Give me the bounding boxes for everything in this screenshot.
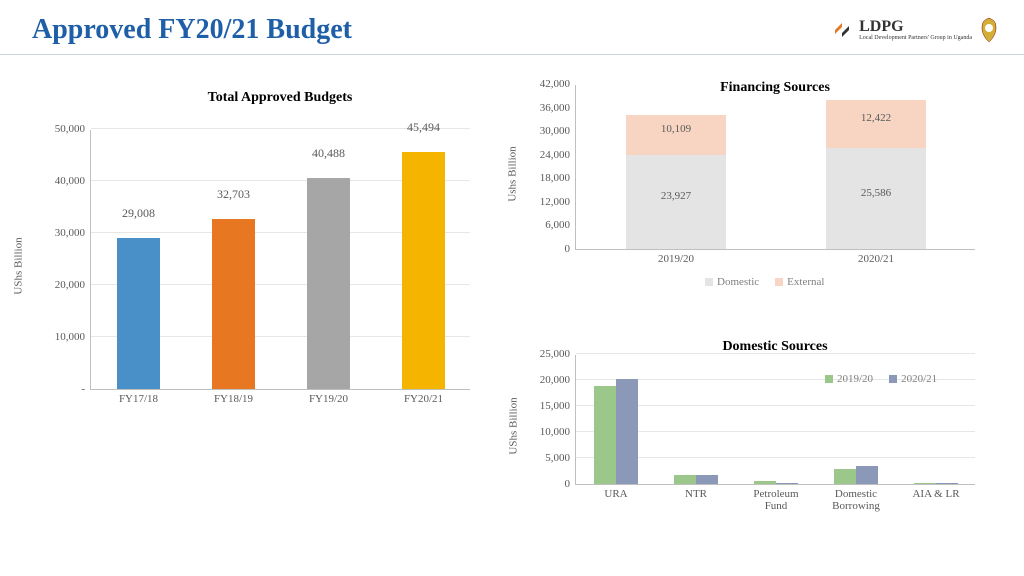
y-tick-label: 24,000 xyxy=(540,149,576,161)
x-tick-label: FY18/19 xyxy=(214,389,253,405)
y-axis-label: UShs Billion xyxy=(13,237,25,294)
bar-value-label: 29,008 xyxy=(122,206,155,221)
legend-item: Domestic xyxy=(705,276,759,288)
stack-segment-label: 25,586 xyxy=(861,187,891,199)
grouped-bar xyxy=(616,379,638,484)
grouped-bar xyxy=(856,466,878,484)
legend-item: External xyxy=(775,276,824,288)
y-tick-label: 15,000 xyxy=(540,400,576,412)
x-tick-label: FY17/18 xyxy=(119,389,158,405)
x-tick-label: AIA & LR xyxy=(912,484,959,500)
stack-segment-label: 23,927 xyxy=(661,190,691,202)
logo-mark-icon xyxy=(831,19,853,41)
x-tick-label: URA xyxy=(604,484,627,500)
bar-value-label: 45,494 xyxy=(407,120,440,135)
y-tick-label: 0 xyxy=(565,478,577,490)
x-tick-label: Petroleum Fund xyxy=(746,484,806,512)
legend-item: 2020/21 xyxy=(889,373,937,385)
bar xyxy=(402,152,445,389)
y-tick-label: 10,000 xyxy=(540,426,576,438)
x-tick-label: FY19/20 xyxy=(309,389,348,405)
y-tick-label: 30,000 xyxy=(540,125,576,137)
bar-value-label: 32,703 xyxy=(217,187,250,202)
y-tick-label: 25,000 xyxy=(540,348,576,360)
header: Approved FY20/21 Budget LDPG Local Devel… xyxy=(0,0,1024,55)
y-tick-label: 30,000 xyxy=(55,227,91,239)
y-tick-label: 18,000 xyxy=(540,172,576,184)
y-tick-label: - xyxy=(81,383,91,395)
y-axis-label: UShs Billion xyxy=(508,397,520,454)
bar xyxy=(117,238,160,389)
y-tick-label: 0 xyxy=(565,243,577,255)
stack-segment-label: 12,422 xyxy=(861,112,891,124)
page-title: Approved FY20/21 Budget xyxy=(32,14,352,46)
legend-swatch-icon xyxy=(825,375,833,383)
bar xyxy=(212,219,255,389)
grouped-bar xyxy=(834,469,856,484)
ldpg-logo: LDPG Local Development Partners' Group i… xyxy=(831,16,1000,44)
plot-area: 06,00012,00018,00024,00030,00036,00042,0… xyxy=(575,85,975,250)
y-axis-label: Ushs Billion xyxy=(507,146,519,201)
bar-value-label: 40,488 xyxy=(312,146,345,161)
content-area: Total Approved Budgets-10,00020,00030,00… xyxy=(0,60,1024,576)
chart-title: Total Approved Budgets xyxy=(90,90,470,106)
y-tick-label: 6,000 xyxy=(545,219,576,231)
stacked-bar-segment xyxy=(626,115,726,155)
legend: Domestic External xyxy=(705,276,824,288)
x-tick-label: NTR xyxy=(685,484,707,500)
total-approved-budgets-chart: Total Approved Budgets-10,00020,00030,00… xyxy=(30,90,490,410)
legend-item: 2019/20 xyxy=(825,373,873,385)
y-tick-label: 5,000 xyxy=(545,452,576,464)
plot-area: -10,00020,00030,00040,00050,00029,008FY1… xyxy=(90,130,470,390)
y-tick-label: 10,000 xyxy=(55,331,91,343)
y-tick-label: 36,000 xyxy=(540,102,576,114)
stack-segment-label: 10,109 xyxy=(661,123,691,135)
legend-swatch-icon xyxy=(889,375,897,383)
x-tick-label: 2020/21 xyxy=(858,249,894,265)
y-tick-label: 42,000 xyxy=(540,78,576,90)
y-tick-label: 20,000 xyxy=(55,279,91,291)
logo-text: LDPG Local Development Partners' Group i… xyxy=(859,19,972,41)
crest-icon xyxy=(978,16,1000,44)
legend: 2019/20 2020/21 xyxy=(825,373,937,385)
x-tick-label: FY20/21 xyxy=(404,389,443,405)
x-tick-label: Domestic Borrowing xyxy=(826,484,886,512)
legend-swatch-icon xyxy=(705,278,713,286)
bar xyxy=(307,178,350,389)
y-tick-label: 12,000 xyxy=(540,196,576,208)
grouped-bar xyxy=(696,475,718,484)
financing-sources-chart: Financing Sources06,00012,00018,00024,00… xyxy=(520,80,990,315)
legend-swatch-icon xyxy=(775,278,783,286)
domestic-sources-chart: Domestic Sources05,00010,00015,00020,000… xyxy=(520,345,990,535)
y-tick-label: 20,000 xyxy=(540,374,576,386)
grouped-bar xyxy=(594,386,616,484)
grouped-bar xyxy=(674,475,696,484)
y-tick-label: 50,000 xyxy=(55,123,91,135)
y-tick-label: 40,000 xyxy=(55,175,91,187)
x-tick-label: 2019/20 xyxy=(658,249,694,265)
